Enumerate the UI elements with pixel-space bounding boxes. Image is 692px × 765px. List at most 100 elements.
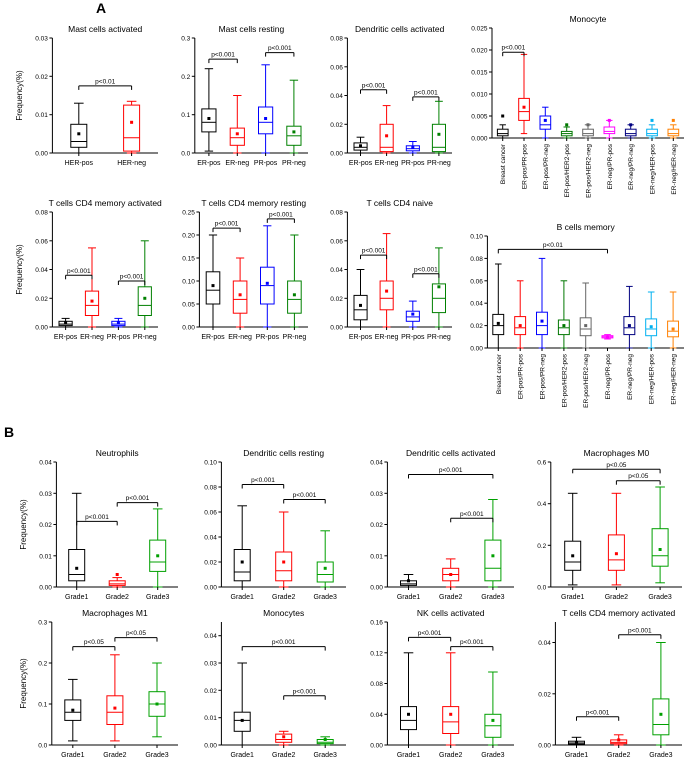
chart-svg: Monocytes 0.00 0.01 0.02 0.03 0.04 Grade1 Grade…	[204, 608, 346, 759]
box	[496, 128, 509, 137]
p-value-label: p<0.05	[628, 473, 648, 480]
x-category-label: Grade2	[607, 752, 630, 759]
box	[582, 128, 594, 137]
mean-marker	[575, 740, 578, 744]
p-value-label: p<0.001	[126, 495, 150, 502]
x-category-label: HER-neg	[117, 160, 146, 167]
y-axis-label: Frequency(%)	[19, 499, 28, 550]
mean-marker	[90, 299, 94, 303]
y-tick-label: 0.04	[39, 460, 52, 467]
y-tick-label: 0.08	[35, 210, 48, 217]
mean-marker	[437, 132, 441, 136]
y-tick-label: 0.015	[471, 70, 488, 77]
mean-marker	[323, 738, 327, 741]
box	[518, 97, 530, 121]
mean-marker	[518, 324, 522, 328]
chart-title: Dendritic cells activated	[355, 24, 445, 34]
y-tick-label: 0.01	[39, 553, 52, 560]
x-category-label: Breast cancer	[500, 143, 507, 184]
chart-title: T cells CD4 naive	[366, 198, 433, 208]
chart-title: T cells CD4 memory resting	[201, 198, 306, 208]
boxplot-monocytes-grades: Monocytes 0.00 0.01 0.02 0.03 0.04 Grade1 Grade…	[192, 606, 352, 762]
x-category-label: PR-pos	[256, 334, 280, 341]
y-tick-label: 0.1	[181, 112, 190, 119]
mean-marker	[264, 117, 268, 120]
box	[536, 311, 548, 336]
boxplot-mast-cells-activated: Mast cells activated 0.00 0.01 0.02 0.03 Freq…	[14, 22, 164, 170]
x-category-label: Grade3	[314, 752, 337, 759]
x-category-label: ER-pos	[197, 160, 221, 167]
x-category-label: ER-neg	[375, 334, 399, 341]
y-tick-label: 0.16	[370, 620, 383, 627]
box	[379, 280, 394, 311]
y-tick-label: 0.03	[35, 36, 48, 43]
chart-svg: B cells memory 0.00 0.02 0.04 0.06 0.08 0.10 Br…	[470, 222, 684, 408]
p-value-label: p<0.001	[418, 630, 442, 637]
boxplot-monocyte: Monocyte 0.000 0.005 0.010 0.015 0.020 0.025 Br…	[458, 12, 690, 212]
box	[405, 310, 420, 322]
x-category-label: ER-neg	[80, 334, 104, 341]
y-tick-label: 0.020	[471, 48, 488, 55]
p-value-label: p<0.001	[414, 89, 438, 96]
chart-svg: T cells CD4 memory activated 0.00 0.02 0.04…	[538, 608, 682, 759]
mean-marker	[629, 123, 633, 127]
y-tick-label: 0.04	[538, 640, 551, 647]
x-category-label: ER-neg	[375, 160, 399, 167]
box	[68, 549, 86, 582]
mean-marker	[292, 130, 296, 134]
y-tick-label: 0.03	[370, 491, 383, 498]
boxplot-dendritic-cells-resting: Dendritic cells resting 0.00 0.02 0.04 0.06 0…	[192, 446, 352, 604]
y-tick-label: 0.06	[330, 238, 343, 245]
y-tick-label: 0.02	[35, 74, 48, 81]
box	[84, 290, 100, 316]
x-category-label: Grade3	[146, 594, 169, 601]
box	[205, 271, 221, 305]
mean-marker	[571, 554, 575, 558]
y-tick-label: 0.15	[182, 256, 195, 263]
p-value-label: p<0.001	[215, 221, 239, 228]
box	[484, 539, 502, 582]
x-category-label: ER-neg/HER-pos	[649, 353, 656, 404]
mean-marker	[385, 289, 389, 293]
mean-marker	[614, 552, 618, 556]
y-tick-label: 0.00	[182, 325, 195, 332]
mean-marker	[113, 706, 117, 710]
mean-marker	[115, 573, 119, 576]
x-category-label: Grade1	[61, 752, 84, 759]
y-tick-label: 0.04	[204, 535, 217, 542]
p-value-label: p<0.001	[293, 492, 317, 499]
p-value-label: p<0.001	[502, 45, 526, 52]
x-category-label: PR-neg	[282, 160, 306, 167]
box	[624, 128, 637, 137]
box	[70, 123, 88, 148]
x-category-label: ER-pos/PR-pos	[518, 353, 525, 399]
x-category-label: ER-neg/PR-pos	[607, 143, 614, 189]
chart-svg: Mast cells activated 0.00 0.01 0.02 0.03 Freq…	[15, 24, 158, 167]
y-tick-label: 0.00	[370, 585, 383, 592]
x-category-label: ER-neg/PR-neg	[627, 354, 634, 400]
x-category-label: ER-pos	[349, 160, 373, 167]
boxplot-neutrophils: Neutrophils 0.00 0.01 0.02 0.03 0.04 Frequency…	[18, 446, 184, 604]
p-value-label: p<0.001	[628, 627, 652, 634]
chart-svg: Mast cells resting 0.0 0.1 0.2 0.3 ER-pos ER-n…	[181, 24, 308, 167]
y-tick-label: 0.00	[470, 346, 483, 353]
p-value-label: p<0.001	[439, 467, 463, 474]
y-tick-label: 0.05	[182, 302, 195, 309]
p-value-label: p<0.01	[95, 78, 115, 85]
y-tick-label: 0.06	[204, 510, 217, 517]
y-tick-label: 0.03	[204, 661, 217, 668]
p-value-label: p<0.001	[85, 514, 109, 521]
x-category-label: ER-pos/PR-neg	[540, 354, 547, 400]
box	[137, 286, 152, 317]
y-tick-label: 0.06	[470, 278, 483, 285]
mean-marker	[282, 735, 286, 739]
boxplot-dendritic-cells-activated-b: Dendritic cells activated 0.00 0.01 0.02 0.0…	[358, 446, 520, 604]
x-category-label: Grade2	[272, 594, 295, 601]
x-category-label: HER-pos	[65, 160, 94, 167]
mean-marker	[116, 321, 120, 325]
y-tick-label: 0.03	[39, 491, 52, 498]
chart-title: Dendritic cells resting	[243, 448, 324, 458]
y-tick-label: 0.06	[35, 238, 48, 245]
x-category-label: ER-pos/PR-neg	[543, 144, 550, 190]
chart-svg: Monocyte 0.000 0.005 0.010 0.015 0.020 0.025 Br…	[471, 14, 684, 198]
